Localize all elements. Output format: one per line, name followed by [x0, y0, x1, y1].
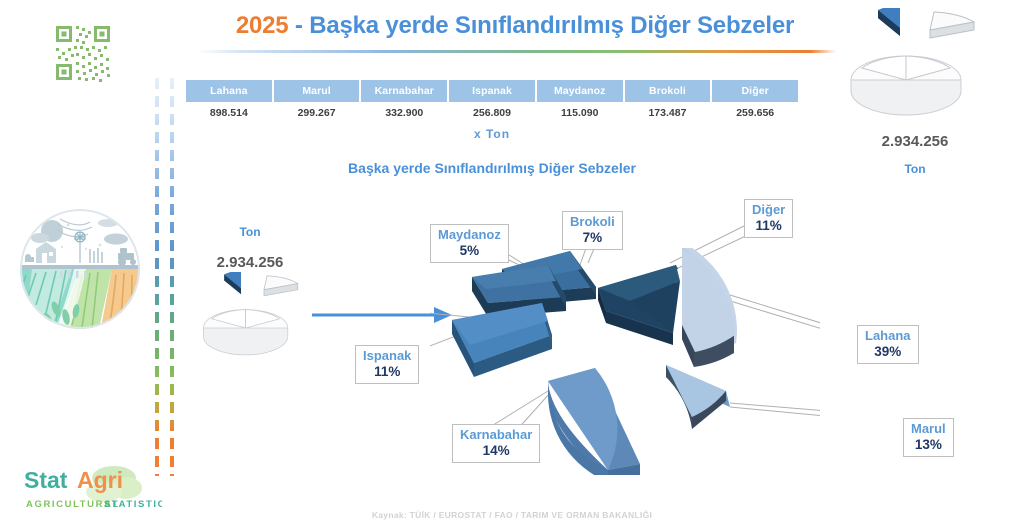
table-value-cell: 332.900	[385, 107, 424, 119]
total-value-top-right: 2.934.256	[881, 133, 949, 150]
source-footer: Kaynak: TÜİK / EUROSTAT / FAO / TARIM VE…	[371, 510, 653, 520]
title-divider	[196, 50, 836, 53]
total-unit-left: Ton	[239, 225, 261, 239]
callout-percent: 7%	[582, 229, 603, 245]
callout-label: Maydanoz	[438, 227, 501, 242]
callout-percent: 14%	[482, 442, 510, 458]
table-header-cell: Maydanoz	[536, 80, 623, 102]
callout-brokoli[interactable]: Brokoli 7%	[562, 211, 623, 251]
pie-slice-marul	[666, 365, 730, 429]
title-text: Başka yerde Sınıflandırılmış Diğer Sebze…	[309, 12, 795, 39]
callout-ispanak[interactable]: Ispanak 11%	[355, 345, 420, 385]
table-header-cell: Diğer	[712, 80, 799, 102]
main-pie-chart	[430, 224, 820, 475]
farm-landscape-icon	[20, 209, 140, 329]
pie-slice-lahana	[682, 248, 737, 367]
total-pie-icon-top-right	[850, 8, 976, 116]
table-header-cell: Lahana	[186, 80, 272, 102]
pie-slice-ispanak	[452, 303, 552, 377]
logo-tagline-statistics: STATISTICS	[104, 499, 162, 510]
chart-subtitle: Başka yerde Sınıflandırılmış Diğer Sebze…	[348, 160, 636, 176]
table-value-cell: 115.090	[561, 107, 599, 119]
callout-maydanoz[interactable]: Maydanoz 5%	[430, 224, 509, 264]
stat-agri-logo: Stat Agri AGRICULTURAL STATISTICS	[24, 466, 162, 510]
table-header-cell: Karnabahar	[361, 80, 448, 102]
table-value-cell: 173.487	[648, 107, 687, 119]
callout-marul[interactable]: Marul 13%	[903, 418, 954, 458]
callout-percent: 5%	[459, 242, 480, 258]
logo-word-stat: Stat	[24, 467, 68, 493]
callout-lahana[interactable]: Lahana 39%	[857, 325, 919, 365]
decorative-rail-right	[170, 78, 174, 476]
table-header-cell: Ispanak	[449, 80, 535, 102]
title-year: 2025	[235, 12, 289, 39]
decorative-rail-left	[155, 78, 159, 476]
page-title: 2025 - Başka yerde Sınıflandırılmış Diğe…	[170, 12, 860, 40]
callout-percent: 11%	[374, 363, 401, 379]
table-value-cell: 256.809	[473, 107, 511, 119]
title-separator: -	[288, 12, 310, 39]
logo-word-agri: Agri	[77, 467, 123, 493]
table-value-cell: 259.656	[736, 107, 775, 119]
table-header-cell: Brokoli	[624, 80, 711, 102]
callout-label: Ispanak	[363, 348, 412, 363]
table-value-row: 898.514 299.267 332.900 256.809 115.090 …	[186, 107, 798, 119]
callout-label: Brokoli	[570, 214, 615, 229]
table-header-row: Lahana Marul Karnabahar Ispanak Maydanoz…	[186, 80, 799, 102]
qr-code-icon	[52, 22, 114, 84]
data-table: Lahana Marul Karnabahar Ispanak Maydanoz…	[186, 80, 799, 119]
callout-label: Karnabahar	[460, 427, 533, 442]
callout-karnabahar[interactable]: Karnabahar 14%	[452, 424, 541, 464]
total-unit-top-right: Ton	[904, 162, 926, 176]
pie-slice-diger	[598, 265, 680, 345]
table-value-cell: 898.514	[209, 107, 248, 119]
logo-tagline-agricultural: AGRICULTURAL	[26, 499, 120, 510]
table-unit-note: x Ton	[473, 127, 511, 141]
table-value-cell: 299.267	[297, 107, 336, 119]
table-header-cell: Marul	[273, 80, 360, 102]
callout-percent: 13%	[914, 436, 942, 452]
callout-label: Diğer	[752, 202, 786, 217]
callout-label: Marul	[911, 421, 946, 436]
total-value-left: 2.934.256	[216, 254, 284, 271]
total-pie-icon-left	[203, 272, 299, 356]
callout-diger[interactable]: Diğer 11%	[744, 199, 794, 239]
callout-percent: 11%	[755, 217, 782, 233]
pie-slice-karnabahar	[547, 368, 640, 475]
callout-percent: 39%	[874, 343, 902, 359]
callout-label: Lahana	[865, 328, 911, 343]
